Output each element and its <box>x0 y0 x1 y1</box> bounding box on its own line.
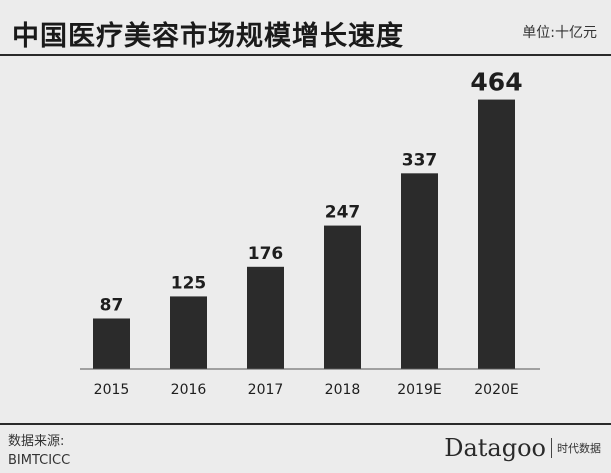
footer-divider <box>0 423 611 425</box>
data-source: 数据来源: BIMTCICC <box>8 432 70 470</box>
data-label-2020E: 464 <box>470 68 522 97</box>
brand-separator <box>551 438 552 458</box>
data-label-2019E: 337 <box>402 150 438 170</box>
data-label-2015: 87 <box>100 295 124 315</box>
x-tick-label-2016: 2016 <box>171 382 207 398</box>
bar-2020E <box>478 99 515 370</box>
header-divider <box>0 54 611 56</box>
bar-2018 <box>324 225 361 369</box>
data-label-2016: 125 <box>171 273 207 293</box>
x-tick-label-2020E: 2020E <box>474 382 518 398</box>
data-label-2017: 176 <box>248 244 284 264</box>
x-tick-label-2019E: 2019E <box>397 382 441 398</box>
source-label: 数据来源: <box>8 434 65 449</box>
labels-group: 87 2015 125 2016 176 2017 247 2018 337 2019E 464 20… <box>94 68 523 398</box>
bar-chart: 87 2015 125 2016 176 2017 247 2018 337 2019E 464 20… <box>80 68 540 398</box>
bars-group <box>93 99 515 370</box>
brand-subtitle: 时代数据 <box>557 442 601 455</box>
x-tick-label-2015: 2015 <box>94 382 130 398</box>
bar-2015 <box>93 318 130 369</box>
bar-2017 <box>247 266 284 369</box>
source-name: BIMTCICC <box>8 453 71 468</box>
brand-name: Datagoo <box>444 434 546 462</box>
data-label-2018: 247 <box>325 203 361 223</box>
x-tick-label-2018: 2018 <box>325 382 361 398</box>
unit-label: 单位:十亿元 <box>522 25 597 41</box>
x-tick-label-2017: 2017 <box>248 382 284 398</box>
bar-2019E <box>401 173 438 369</box>
bar-2016 <box>170 296 207 369</box>
brand-logo: Datagoo 时代数据 <box>444 434 601 462</box>
chart-title: 中国医疗美容市场规模增长速度 <box>12 21 404 52</box>
